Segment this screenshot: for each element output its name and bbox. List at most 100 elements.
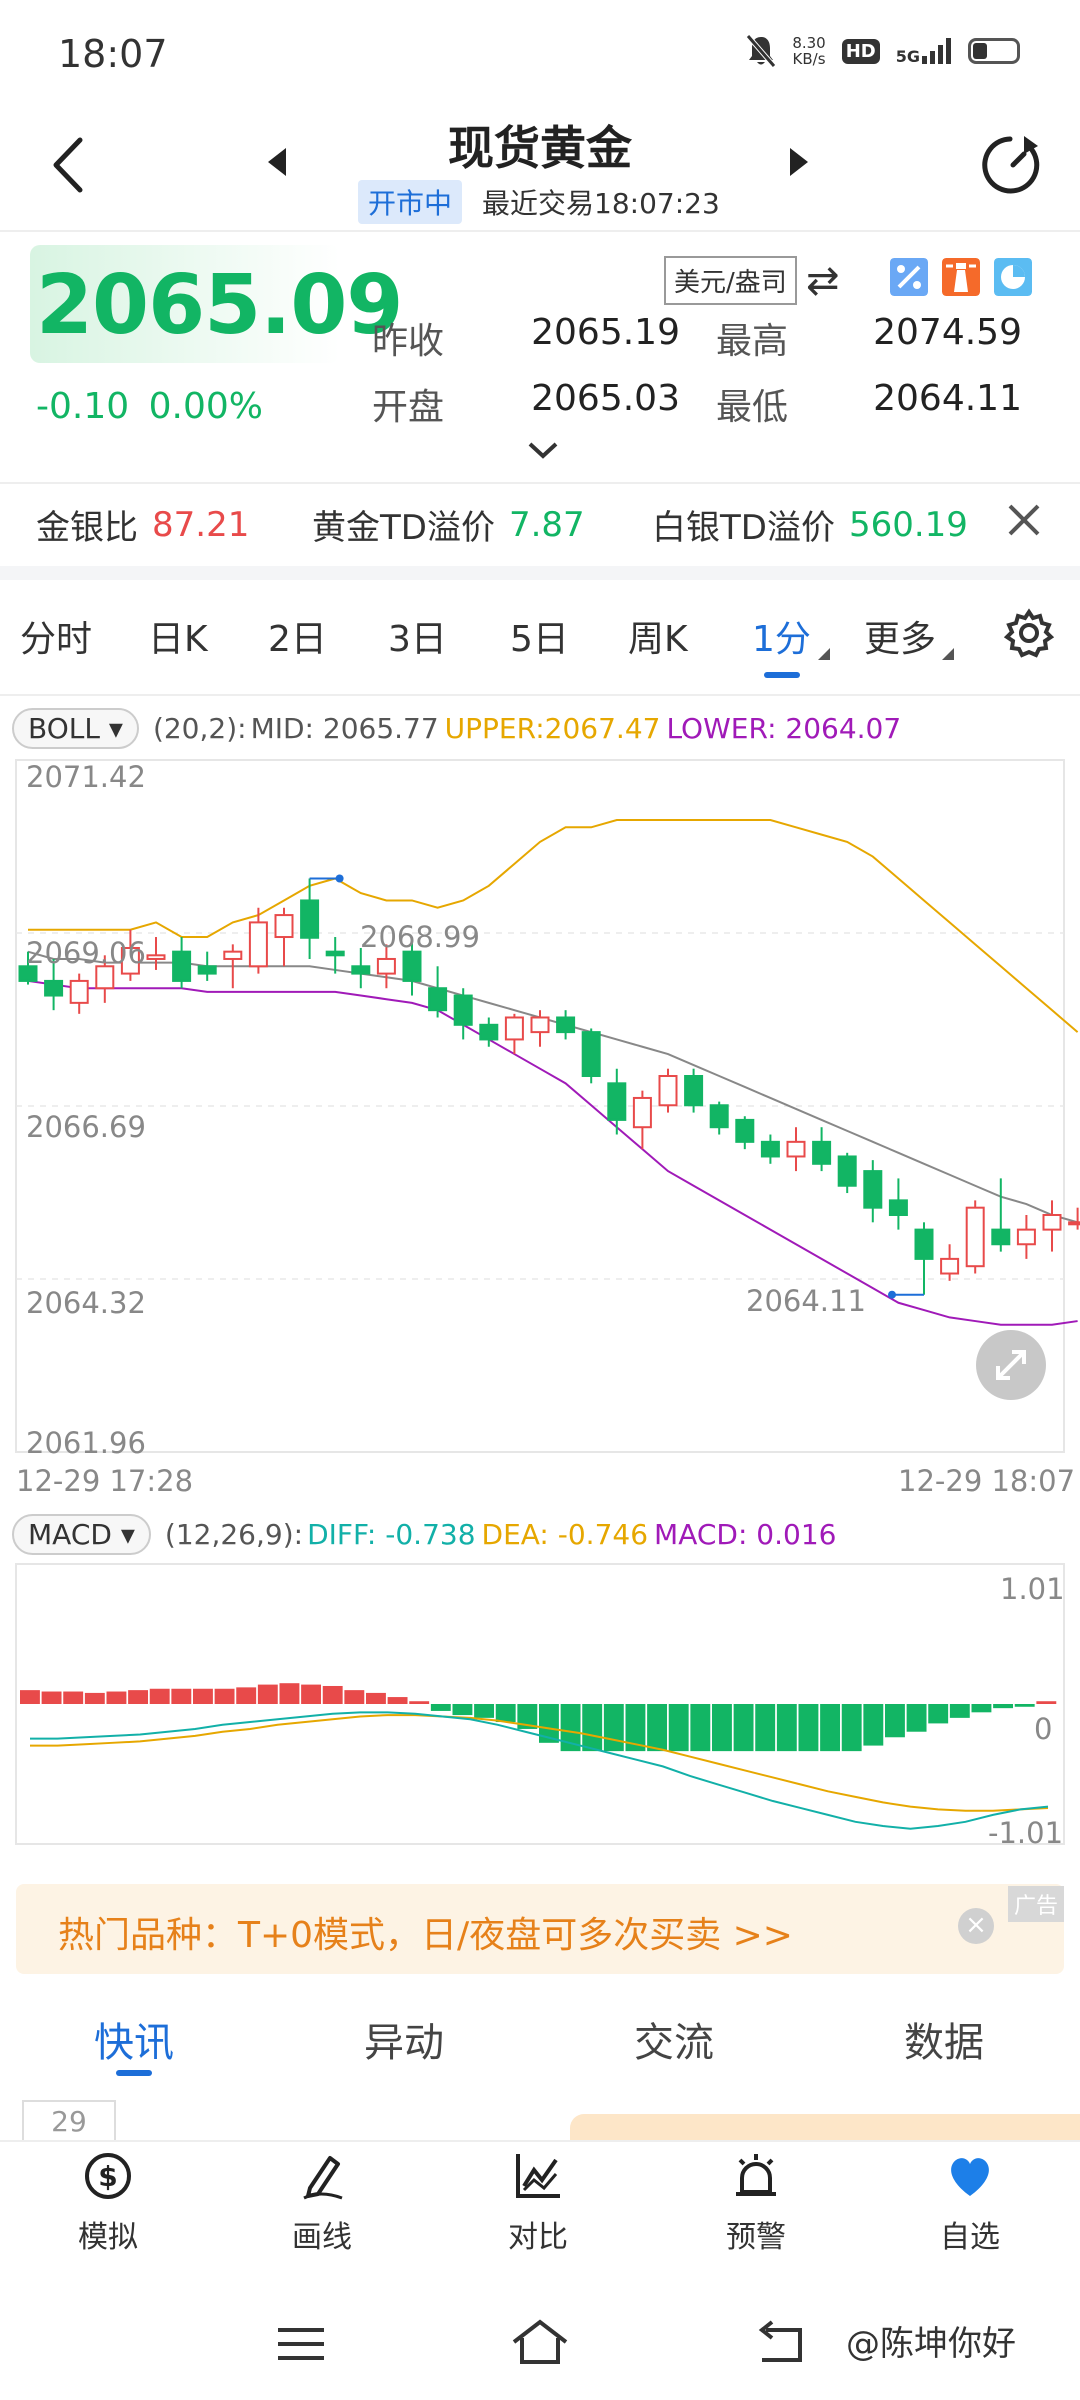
tab-5day[interactable]: 5日 [510, 619, 569, 660]
hd-badge: HD [841, 38, 880, 64]
y-axis-label: 2069.06 [26, 936, 146, 970]
macd-bar [63, 1691, 84, 1704]
section-gap [0, 566, 1080, 580]
market-status-badge: 开市中 [358, 180, 463, 224]
macd-params: (12,26,9): [164, 1518, 304, 1551]
settings-gear-icon[interactable] [1004, 608, 1054, 658]
expand-icon [996, 1350, 1026, 1380]
toolbar-simulate[interactable]: $ 模拟 [38, 2150, 178, 2256]
candle-body [325, 950, 345, 957]
macd-bar [539, 1704, 559, 1743]
tab-data[interactable]: 数据 [904, 2020, 984, 2066]
current-price: 2065.09 [36, 258, 403, 353]
ratio-gold-silver[interactable]: 金银比 87.21 [36, 500, 249, 549]
toolbar-watchlist[interactable]: 自选 [900, 2150, 1040, 2256]
fullscreen-button[interactable] [976, 1330, 1046, 1400]
lighthouse-icon[interactable] [942, 258, 980, 296]
ad-text[interactable]: 热门品种：T+0模式，日/夜盘可多次买卖 >> [58, 1915, 793, 1956]
tab-3day[interactable]: 3日 [388, 619, 447, 660]
macd-bar [171, 1688, 192, 1704]
ad-banner[interactable] [16, 1884, 1064, 1974]
ratio-label: 黄金TD溢价 [312, 508, 495, 548]
macd-selector[interactable]: MACD ▾ [12, 1514, 151, 1555]
macd-bar [409, 1701, 430, 1704]
candle-body [581, 1031, 601, 1078]
macd-bar [301, 1684, 322, 1704]
candle-body [556, 1016, 576, 1034]
y-axis-label: 2061.96 [26, 1426, 146, 1460]
tab-more-corner [942, 648, 954, 660]
toolbar-draw[interactable]: 画线 [252, 2150, 392, 2256]
net-speed-value: 8.30 [792, 34, 826, 52]
chevron-down-icon[interactable] [526, 440, 560, 460]
close-icon[interactable] [1004, 500, 1044, 540]
macd-bar [668, 1704, 689, 1752]
candle-body [146, 954, 166, 960]
tab-2day[interactable]: 2日 [268, 619, 327, 660]
unit-selector[interactable]: 美元/盎司 [664, 256, 797, 305]
candle-body [402, 950, 422, 982]
refresh-button[interactable] [980, 132, 1046, 198]
prev-close-label: 昨收 [372, 321, 445, 362]
macd-bar [1014, 1704, 1035, 1707]
tab-discussion[interactable]: 交流 [634, 2020, 714, 2066]
kline-chart[interactable] [0, 752, 1080, 1464]
tab-weekly[interactable]: 周K [628, 619, 688, 660]
back-button[interactable] [40, 130, 100, 200]
candle-body [1068, 1221, 1080, 1226]
macd-bar [236, 1687, 257, 1704]
toolbar-label: 画线 [292, 2220, 352, 2255]
prev-instrument-button[interactable] [268, 148, 286, 176]
boll-selector[interactable]: BOLL ▾ [12, 708, 139, 749]
candle-body [44, 979, 64, 997]
boll-button-label: BOLL [28, 712, 100, 745]
candle-body [274, 914, 294, 939]
macd-bar [257, 1684, 278, 1704]
macd-bar [733, 1704, 754, 1752]
pie-chart-icon[interactable] [994, 258, 1032, 296]
tab-more[interactable]: 更多 [864, 619, 937, 660]
candle-body [248, 921, 268, 968]
tab-movement[interactable]: 异动 [364, 2020, 444, 2066]
macd-frame [15, 1563, 1065, 1845]
candle-body [479, 1023, 499, 1041]
macd-bar [971, 1704, 992, 1713]
swap-icon[interactable]: ⇄ [806, 258, 840, 304]
macd-bar [193, 1688, 213, 1704]
macd-dea: DEA: -0.746 [481, 1518, 649, 1551]
home-icon[interactable] [510, 2318, 570, 2366]
candle-body [428, 987, 448, 1012]
mute-bell-icon [746, 34, 777, 68]
candle-body [658, 1075, 678, 1107]
candle-body [888, 1199, 908, 1216]
ratio-gold-td[interactable]: 黄金TD溢价 7.87 [312, 500, 585, 549]
macd-bar [949, 1704, 970, 1718]
percent-icon[interactable] [890, 258, 928, 296]
toolbar-compare[interactable]: 对比 [468, 2150, 608, 2256]
tab-intraday[interactable]: 分时 [20, 619, 93, 660]
boll-info: BOLL ▾ (20,2): MID: 2065.77 UPPER:2067.4… [12, 708, 901, 749]
candle-body [197, 965, 217, 975]
back-nav-icon[interactable] [756, 2320, 806, 2364]
toolbar-alert[interactable]: 预警 [686, 2150, 826, 2256]
tab-flash-news[interactable]: 快讯 [94, 2020, 174, 2066]
signal-bars-icon [922, 38, 951, 64]
macd-chart[interactable] [0, 1560, 1080, 1852]
candle-body [837, 1155, 857, 1187]
macd-bar [885, 1704, 905, 1738]
ad-close-button[interactable]: × [958, 1908, 994, 1944]
tab-1min[interactable]: 1分 [752, 619, 811, 660]
low-label: 最低 [716, 387, 789, 428]
y-axis-label: 2071.42 [26, 760, 146, 794]
macd-bar [712, 1704, 732, 1752]
toolbar-label: 对比 [508, 2220, 568, 2255]
macd-bar [582, 1704, 603, 1752]
tab-daily[interactable]: 日K [148, 619, 208, 660]
macd-bar [625, 1704, 646, 1752]
ratio-silver-td[interactable]: 白银TD溢价 560.19 [652, 500, 968, 549]
tabs-divider [0, 694, 1080, 696]
peek-banner[interactable] [570, 2114, 1080, 2144]
menu-icon[interactable] [276, 2324, 326, 2364]
boll-upper-line [28, 818, 1079, 1033]
next-instrument-button[interactable] [790, 148, 808, 176]
